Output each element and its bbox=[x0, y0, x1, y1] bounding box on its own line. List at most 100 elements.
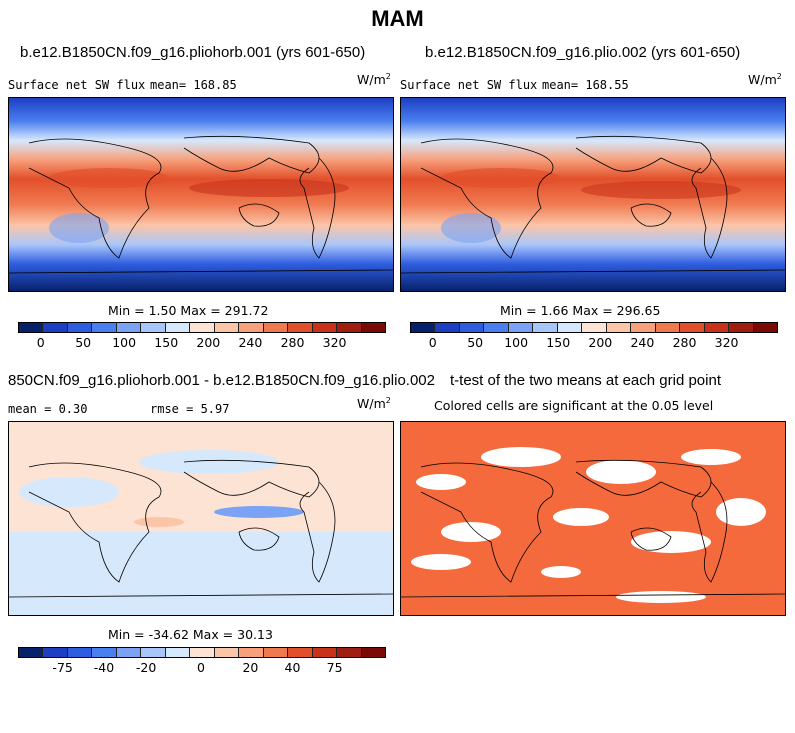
case2-units-base: W/m bbox=[748, 72, 777, 88]
diff-map bbox=[8, 421, 394, 616]
case2-colorbar-tick-label: 0 bbox=[428, 335, 437, 350]
case2-title: b.e12.B1850CN.f09_g16.plio.002 (yrs 601-… bbox=[425, 44, 741, 61]
case2-colorbar bbox=[410, 322, 778, 333]
case2-map-svg bbox=[401, 98, 785, 291]
diff-colorbar-tick-label: -40 bbox=[93, 660, 115, 675]
diff-colorbar-cell bbox=[116, 648, 142, 657]
case1-colorbar-cell bbox=[141, 323, 166, 332]
case1-colorbar-cell bbox=[214, 323, 240, 332]
case1-colorbar-tick-label: 50 bbox=[75, 335, 92, 350]
case1-colorbar-cell bbox=[361, 323, 386, 332]
case2-mean: mean= 168.55 bbox=[542, 78, 629, 92]
case2-colorbar-cell bbox=[484, 323, 509, 332]
case2-colorbar-cell bbox=[557, 323, 583, 332]
figure-title: MAM bbox=[371, 6, 424, 31]
ttest-nonsignificant-areas bbox=[411, 447, 766, 603]
case1-colorbar bbox=[18, 322, 386, 333]
case1-colorbar-cell bbox=[67, 323, 93, 332]
case1-colorbar-cell bbox=[19, 323, 44, 332]
case2-colorbar-cell bbox=[411, 323, 436, 332]
diff-colorbar-cell bbox=[239, 648, 264, 657]
case1-colorbar-tick-label: 280 bbox=[280, 335, 305, 350]
case1-stats: Min = 1.50 Max = 291.72 bbox=[108, 303, 269, 318]
case2-colorbar-cell bbox=[533, 323, 558, 332]
diff-colorbar-ticks: -75 -40 -20 0 20 40 75 bbox=[18, 660, 384, 676]
ttest-map bbox=[400, 421, 786, 616]
diff-colorbar-tick-label: 0 bbox=[197, 660, 205, 675]
diff-colorbar bbox=[18, 647, 386, 658]
case2-colorbar-tick-label: 320 bbox=[714, 335, 739, 350]
case1-mean: mean= 168.85 bbox=[150, 78, 237, 92]
case2-colorbar-tick-label: 100 bbox=[504, 335, 529, 350]
case1-colorbar-cell bbox=[239, 323, 264, 332]
case1-colorbar-cell bbox=[92, 323, 117, 332]
case1-colorbar-tick-label: 150 bbox=[154, 335, 179, 350]
case2-colorbar-cell bbox=[655, 323, 681, 332]
diff-colorbar-cell bbox=[43, 648, 68, 657]
diff-colorbar-cell bbox=[19, 648, 44, 657]
diff-colorbar-cell bbox=[361, 648, 386, 657]
diff-mean: mean = 0.30 bbox=[8, 402, 88, 416]
diff-colorbar-tick-label: 40 bbox=[284, 660, 301, 675]
case2-colorbar-cell bbox=[704, 323, 730, 332]
case2-colorbar-cell bbox=[606, 323, 632, 332]
case1-units-base: W/m bbox=[357, 72, 386, 88]
diff-stats: Min = -34.62 Max = 30.13 bbox=[108, 627, 273, 642]
diff-rmse: rmse = 5.97 bbox=[150, 402, 230, 416]
case1-colorbar-cell bbox=[116, 323, 142, 332]
case2-colorbar-tick-label: 50 bbox=[467, 335, 484, 350]
case2-variable: Surface net SW flux bbox=[400, 78, 538, 92]
case2-colorbar-cell bbox=[753, 323, 778, 332]
diff-colorbar-cell bbox=[263, 648, 289, 657]
diff-colorbar-tick-label: -20 bbox=[135, 660, 157, 675]
case2-colorbar-cell bbox=[729, 323, 754, 332]
case1-variable: Surface net SW flux bbox=[8, 78, 146, 92]
case2-units: W/m2 bbox=[748, 72, 782, 87]
case2-colorbar-cell bbox=[435, 323, 460, 332]
case1-title: b.e12.B1850CN.f09_g16.pliohorb.001 (yrs … bbox=[20, 44, 366, 61]
case2-coastlines bbox=[401, 135, 785, 274]
ttest-title: t-test of the two means at each grid poi… bbox=[450, 372, 721, 389]
diff-units-exp: 2 bbox=[385, 396, 391, 405]
case2-map bbox=[400, 97, 786, 292]
diff-title: 850CN.f09_g16.pliohorb.001 - b.e12.B1850… bbox=[8, 372, 435, 389]
diff-colorbar-cell bbox=[288, 648, 313, 657]
case1-units: W/m2 bbox=[357, 72, 391, 87]
diff-colorbar-cell bbox=[92, 648, 117, 657]
case1-colorbar-cell bbox=[312, 323, 338, 332]
diff-units-base: W/m bbox=[357, 396, 386, 412]
case2-colorbar-tick-label: 200 bbox=[588, 335, 613, 350]
diff-colorbar-cell bbox=[67, 648, 93, 657]
case1-colorbar-ticks: 0 50 100 150 200 240 280 320 bbox=[18, 335, 384, 351]
diff-colorbar-cell bbox=[214, 648, 240, 657]
case1-colorbar-tick-label: 320 bbox=[322, 335, 347, 350]
case1-map-svg bbox=[9, 98, 393, 291]
ttest-map-svg bbox=[401, 422, 785, 615]
diff-colorbar-cell bbox=[337, 648, 362, 657]
case1-colorbar-cell bbox=[263, 323, 289, 332]
case1-colorbar-cell bbox=[43, 323, 68, 332]
diff-colorbar-cell bbox=[141, 648, 166, 657]
diff-colorbar-tick-label: 75 bbox=[326, 660, 343, 675]
case2-colorbar-tick-label: 150 bbox=[546, 335, 571, 350]
case1-colorbar-tick-label: 100 bbox=[112, 335, 137, 350]
diff-map-svg bbox=[9, 422, 393, 615]
case2-colorbar-cell bbox=[508, 323, 534, 332]
case1-map bbox=[8, 97, 394, 292]
case1-units-exp: 2 bbox=[385, 72, 391, 81]
ttest-coastlines bbox=[401, 459, 785, 598]
case2-units-exp: 2 bbox=[776, 72, 782, 81]
case1-colorbar-tick-label: 200 bbox=[196, 335, 221, 350]
diff-colorbar-tick-label: 20 bbox=[242, 660, 259, 675]
case1-colorbar-tick-label: 0 bbox=[36, 335, 45, 350]
ttest-subtitle: Colored cells are significant at the 0.0… bbox=[434, 398, 714, 413]
case2-colorbar-cell bbox=[582, 323, 607, 332]
diff-colorbar-tick-label: -75 bbox=[52, 660, 73, 675]
diff-units: W/m2 bbox=[357, 396, 391, 411]
case1-colorbar-tick-label: 240 bbox=[238, 335, 263, 350]
case2-colorbar-tick-label: 280 bbox=[672, 335, 697, 350]
case1-colorbar-cell bbox=[337, 323, 362, 332]
case1-colorbar-cell bbox=[190, 323, 215, 332]
diff-colorbar-cell bbox=[190, 648, 215, 657]
case1-colorbar-cell bbox=[288, 323, 313, 332]
